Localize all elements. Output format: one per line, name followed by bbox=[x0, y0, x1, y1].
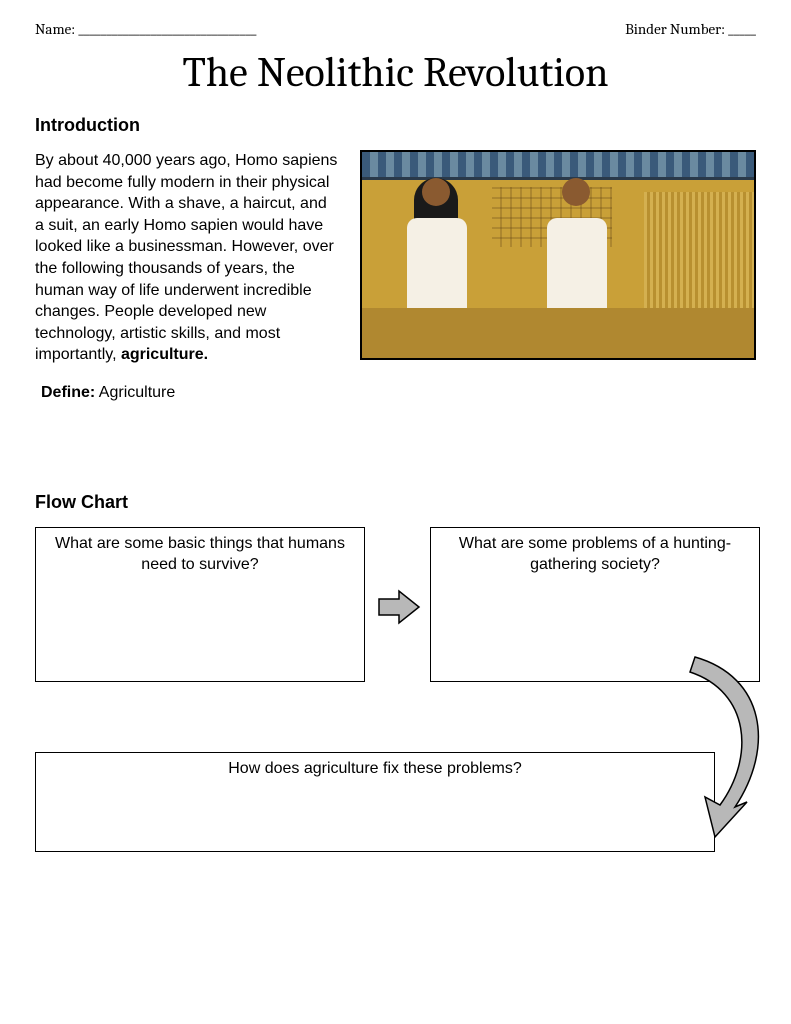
arrow-curve-icon bbox=[675, 647, 785, 847]
image-ground bbox=[362, 308, 754, 358]
header-line: Name: ________________________________ B… bbox=[35, 20, 756, 38]
binder-number-label: Binder Number: _____ bbox=[625, 20, 756, 38]
figure-head bbox=[422, 178, 450, 206]
intro-paragraph: By about 40,000 years ago, Homo sapiens … bbox=[35, 150, 340, 366]
flowchart: What are some basic things that humans n… bbox=[35, 527, 756, 887]
flowchart-box-3: How does agriculture fix these problems? bbox=[35, 752, 715, 852]
flowchart-box-1-text: What are some basic things that humans n… bbox=[55, 535, 345, 573]
intro-heading: Introduction bbox=[35, 115, 756, 136]
define-row: Define: Agriculture bbox=[41, 384, 756, 402]
define-label: Define: bbox=[41, 384, 95, 401]
image-top-band bbox=[362, 152, 754, 180]
name-field-label: Name: ________________________________ bbox=[35, 20, 256, 38]
flowchart-box-3-text: How does agriculture fix these problems? bbox=[228, 760, 521, 777]
intro-image bbox=[360, 150, 756, 360]
figure-man bbox=[532, 178, 622, 328]
flowchart-box-1: What are some basic things that humans n… bbox=[35, 527, 365, 682]
page-title: The Neolithic Revolution bbox=[35, 48, 756, 97]
intro-body-text: By about 40,000 years ago, Homo sapiens … bbox=[35, 152, 337, 363]
figure-head bbox=[562, 178, 590, 206]
flowchart-box-2-text: What are some problems of a hunting-gath… bbox=[459, 535, 731, 573]
figure-woman bbox=[392, 178, 482, 328]
arrow-right-icon bbox=[377, 589, 421, 625]
intro-row: By about 40,000 years ago, Homo sapiens … bbox=[35, 150, 756, 366]
intro-body-bold: agriculture. bbox=[121, 346, 208, 363]
flowchart-heading: Flow Chart bbox=[35, 492, 756, 513]
define-term: Agriculture bbox=[95, 384, 175, 401]
